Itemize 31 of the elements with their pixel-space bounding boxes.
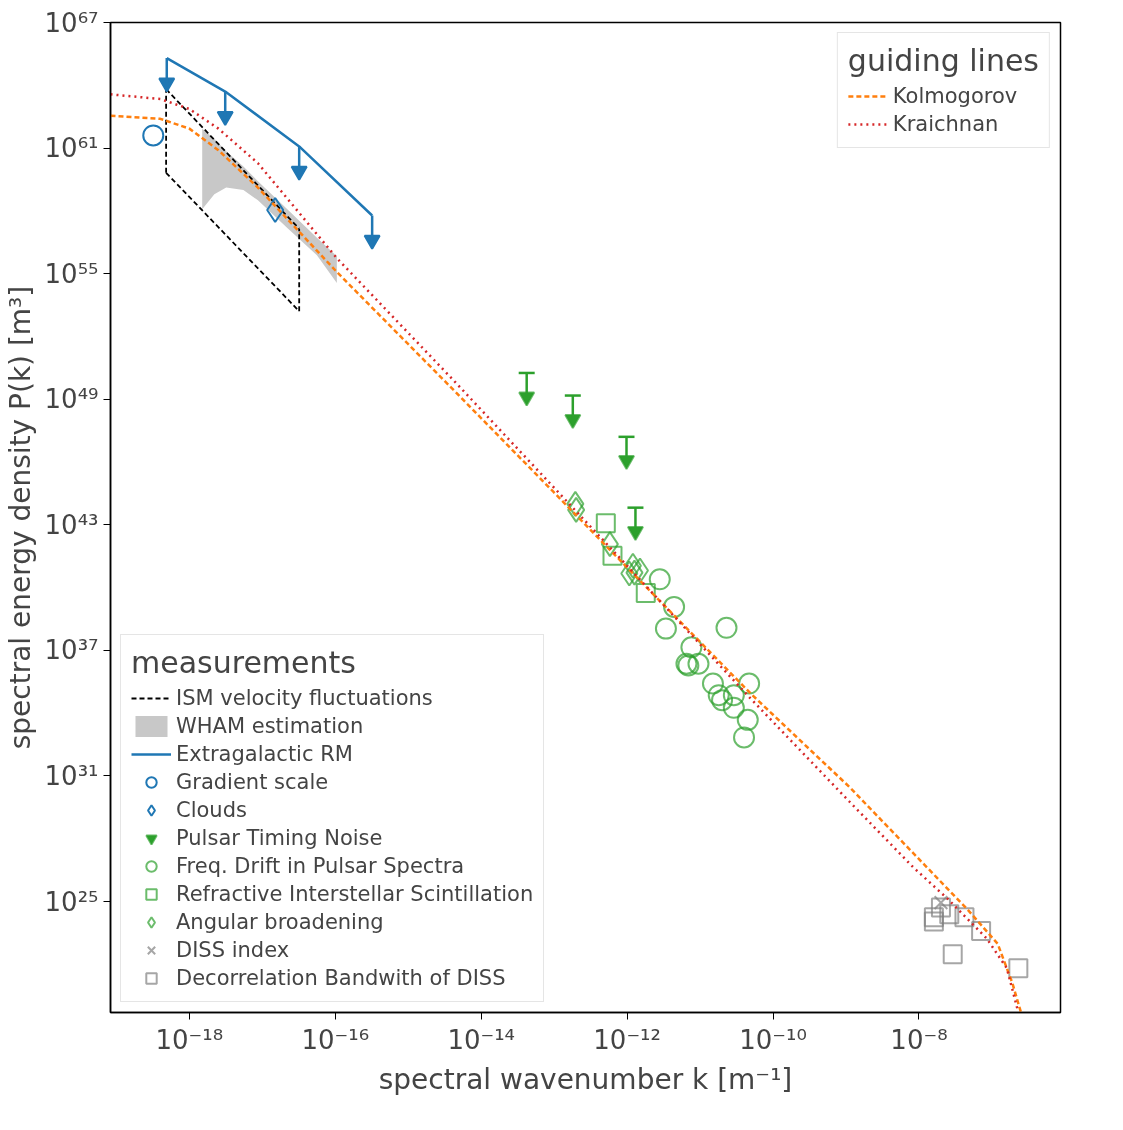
y-tick-label: 10²⁵ xyxy=(44,886,99,917)
legend-label: Kraichnan xyxy=(892,112,999,136)
y-tick-label: 10⁶⁷ xyxy=(44,7,99,38)
x-tick-label: 10⁻¹² xyxy=(593,1024,661,1055)
text: measurements xyxy=(131,645,356,680)
legend-label: Angular broadening xyxy=(176,910,384,934)
legend-label: Clouds xyxy=(176,798,247,822)
x-tick-label: 10⁻¹⁴ xyxy=(447,1024,516,1055)
y-tick-label: 10³⁷ xyxy=(44,635,99,666)
legend-label: Gradient scale xyxy=(176,770,329,794)
legend-label: Decorrelation Bandwith of DISS xyxy=(176,966,506,990)
y-tick-label: 10⁴³ xyxy=(44,509,99,540)
y-tick-label: 10⁵⁵ xyxy=(44,258,99,289)
legend-label: Kolmogorov xyxy=(892,84,1018,108)
legend-label: Freq. Drift in Pulsar Spectra xyxy=(176,854,465,878)
legend-label: Refractive Interstellar Scintillation xyxy=(176,882,534,906)
x-tick-label: 10⁻⁸ xyxy=(890,1024,948,1055)
x-tick-label: 10⁻¹⁸ xyxy=(155,1024,224,1055)
text: guiding lines xyxy=(847,43,1039,78)
legend-label: Pulsar Timing Noise xyxy=(176,826,383,850)
x-axis-title: spectral wavenumber k [m⁻¹] xyxy=(378,1062,793,1096)
legend-label: WHAM estimation xyxy=(176,714,364,738)
legend-label: Extragalactic RM xyxy=(176,742,353,766)
x-tick-label: 10⁻¹⁶ xyxy=(301,1024,370,1055)
y-tick-label: 10³¹ xyxy=(44,760,99,791)
y-tick-label: 10⁶¹ xyxy=(44,133,99,164)
legend-label: ISM velocity fluctuations xyxy=(176,686,433,710)
y-tick-label: 10⁴⁹ xyxy=(44,384,99,415)
legend-label: DISS index xyxy=(176,938,290,962)
x-tick-label: 10⁻¹⁰ xyxy=(739,1024,807,1055)
y-axis-title: spectral energy density P(k) [m³] xyxy=(3,285,37,750)
